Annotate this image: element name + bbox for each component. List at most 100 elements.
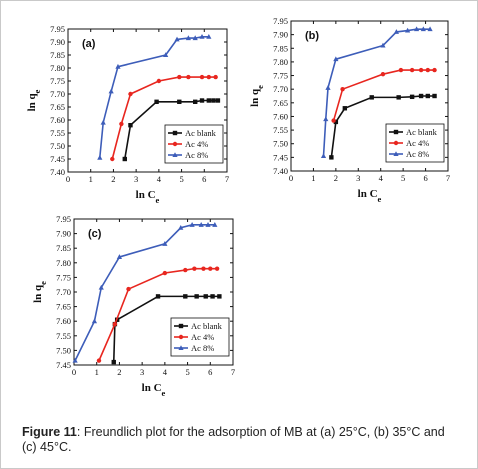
data-point	[183, 267, 188, 273]
series-ac4	[110, 74, 218, 162]
data-point	[333, 119, 339, 125]
data-point	[409, 67, 415, 73]
legend-marker	[393, 151, 399, 156]
x-tick-label: 7	[446, 173, 450, 183]
legend-marker	[393, 129, 399, 135]
y-tick-label: 7.90	[50, 37, 65, 47]
data-point	[126, 286, 131, 292]
x-tick-label: 1	[95, 367, 99, 377]
data-point	[206, 34, 212, 39]
series-ac8	[97, 34, 212, 160]
legend-marker	[393, 140, 399, 146]
y-tick-label: 7.85	[273, 43, 288, 53]
data-point	[418, 93, 424, 99]
figure-canvas: 0 1 2 3 4 5 6 7 7.40 7.45 7.50 7.55 7.60 7.65 7.70 7.75…	[26, 16, 450, 398]
data-point	[116, 254, 123, 259]
data-point	[199, 34, 205, 39]
data-point	[405, 27, 411, 33]
data-point	[128, 91, 133, 97]
y-tick-label: 7.55	[273, 125, 288, 135]
series-line	[99, 35, 209, 158]
data-point	[199, 98, 205, 103]
data-point	[212, 222, 218, 227]
x-tick-label: 3	[140, 367, 144, 377]
y-tick-label: 7.95	[273, 16, 288, 26]
chart-panel-3: 0 1 2 3 4 5 6 7 7.45 7.50 7.55 7.60 7.65 7.70 7.75 7.80…	[32, 214, 235, 398]
data-point	[72, 357, 78, 363]
data-point	[155, 294, 161, 299]
series-blank	[122, 98, 221, 162]
y-tick-label: 7.65	[273, 98, 288, 108]
y-tick-label: 7.60	[56, 316, 71, 326]
y-tick-label: 7.40	[273, 166, 288, 176]
panel-label: (a)	[82, 38, 96, 50]
y-tick-label: 7.75	[50, 76, 65, 86]
y-tick-label: 7.65	[50, 102, 65, 112]
panel-label: (b)	[305, 30, 319, 42]
data-point	[427, 26, 433, 32]
x-axis-label: ln Ce	[136, 189, 160, 205]
x-tick-label: 0	[66, 174, 70, 184]
data-point	[119, 121, 124, 127]
y-tick-label: 7.70	[56, 287, 71, 297]
y-tick-label: 7.60	[50, 115, 65, 125]
data-point	[340, 86, 345, 92]
data-point	[425, 93, 431, 99]
data-point	[206, 74, 212, 80]
y-tick-label: 7.75	[273, 71, 288, 81]
legend-label: Ac 4%	[406, 138, 429, 148]
x-tick-label: 0	[289, 173, 293, 183]
x-axis-label: ln Ce	[142, 382, 166, 398]
x-tick-label: 2	[334, 173, 338, 183]
x-tick-label: 5	[179, 174, 183, 184]
legend-marker	[178, 334, 184, 340]
data-point	[122, 156, 127, 162]
data-point	[154, 99, 159, 104]
data-point	[199, 74, 205, 80]
data-point	[163, 52, 169, 57]
y-tick-label: 7.85	[50, 50, 65, 60]
y-tick-label: 7.90	[273, 30, 288, 40]
data-point	[418, 67, 424, 73]
chart-panel-1: 0 1 2 3 4 5 6 7 7.40 7.45 7.50 7.55 7.60 7.65 7.70 7.75…	[26, 24, 229, 205]
x-tick-label: 7	[231, 367, 235, 377]
data-point	[393, 29, 400, 34]
x-tick-label: 0	[72, 367, 76, 377]
series-ac4	[96, 266, 220, 363]
y-tick-label: 7.50	[50, 141, 65, 151]
data-point	[369, 95, 374, 100]
y-tick-label: 7.55	[56, 331, 71, 341]
data-point	[208, 266, 213, 271]
y-tick-label: 7.45	[273, 152, 288, 162]
data-point	[425, 67, 431, 73]
panel-label: (c)	[88, 228, 102, 240]
series-ac4	[331, 67, 437, 123]
y-tick-label: 7.45	[56, 360, 71, 370]
y-tick-label: 7.85	[56, 243, 71, 253]
legend-label: Ac 4%	[191, 332, 214, 342]
caption-label: Figure 11	[22, 425, 77, 439]
y-axis-label: ln qe	[26, 89, 42, 111]
data-point	[414, 26, 420, 32]
data-point	[323, 116, 329, 122]
y-tick-label: 7.65	[56, 302, 71, 312]
data-point	[183, 294, 188, 299]
x-tick-label: 2	[117, 367, 121, 377]
x-axis-label: ln Ce	[358, 188, 382, 204]
data-point	[98, 284, 104, 290]
y-tick-label: 7.45	[50, 154, 65, 164]
plot-frame	[290, 20, 449, 172]
data-point	[420, 26, 426, 32]
x-tick-label: 5	[185, 367, 189, 377]
y-tick-label: 7.55	[50, 128, 65, 138]
figure-caption: Figure 11: Freundlich plot for the adsor…	[22, 425, 462, 455]
data-point	[211, 98, 216, 103]
data-point	[432, 67, 437, 73]
data-point	[432, 93, 437, 99]
y-tick-label: 7.50	[56, 345, 71, 355]
data-point	[198, 222, 204, 227]
data-point	[206, 98, 212, 103]
